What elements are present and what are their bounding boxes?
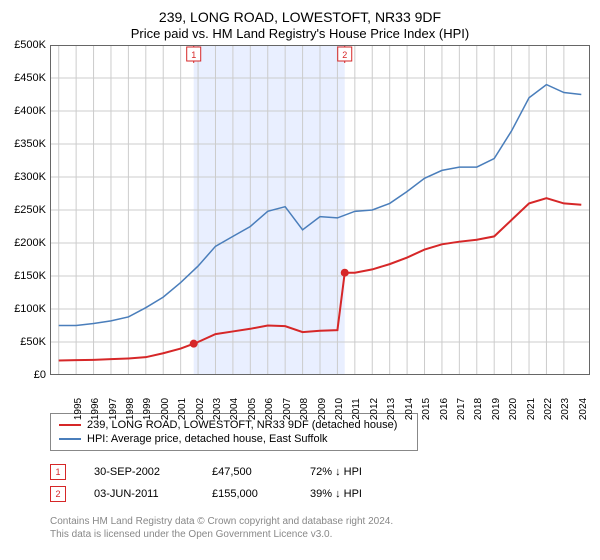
legend-label: 239, LONG ROAD, LOWESTOFT, NR33 9DF (det… [87, 419, 397, 431]
ytick-label: £200K [14, 237, 46, 249]
sale-marker-icon: 2 [50, 486, 66, 502]
ytick-label: £150K [14, 270, 46, 282]
chart-subtitle: Price paid vs. HM Land Registry's House … [0, 26, 600, 45]
legend-label: HPI: Average price, detached house, East… [87, 433, 328, 445]
legend-item: HPI: Average price, detached house, East… [59, 432, 409, 446]
sale-row: 1 30-SEP-2002 £47,500 72% ↓ HPI [50, 461, 600, 483]
xtick-label: 2024 [564, 398, 589, 420]
ytick-label: £400K [14, 105, 46, 117]
sale-marker-icon: 1 [50, 464, 66, 480]
sale-price: £155,000 [212, 488, 282, 500]
line-chart: 12 [50, 45, 590, 375]
sale-hpi: 39% ↓ HPI [310, 488, 390, 500]
ytick-label: £250K [14, 204, 46, 216]
ytick-label: £500K [14, 39, 46, 51]
sale-price: £47,500 [212, 466, 282, 478]
ytick-label: £100K [14, 303, 46, 315]
ytick-label: £350K [14, 138, 46, 150]
svg-text:1: 1 [191, 50, 196, 60]
footer-line-1: Contains HM Land Registry data © Crown c… [50, 515, 600, 528]
sale-row: 2 03-JUN-2011 £155,000 39% ↓ HPI [50, 483, 600, 505]
svg-text:2: 2 [342, 50, 347, 60]
footer-line-2: This data is licensed under the Open Gov… [50, 528, 600, 541]
ytick-label: £50K [20, 336, 46, 348]
sale-date: 30-SEP-2002 [94, 466, 184, 478]
legend-item: 239, LONG ROAD, LOWESTOFT, NR33 9DF (det… [59, 418, 409, 432]
ytick-label: £450K [14, 72, 46, 84]
sales-table: 1 30-SEP-2002 £47,500 72% ↓ HPI 2 03-JUN-2011… [50, 461, 600, 505]
sale-date: 03-JUN-2011 [94, 488, 184, 500]
chart-container: 239, LONG ROAD, LOWESTOFT, NR33 9DF Pric… [0, 0, 600, 560]
footer-attribution: Contains HM Land Registry data © Crown c… [50, 515, 600, 541]
legend-swatch [59, 424, 81, 426]
ytick-label: £0 [34, 369, 46, 381]
chart-title: 239, LONG ROAD, LOWESTOFT, NR33 9DF [0, 0, 600, 26]
sale-hpi: 72% ↓ HPI [310, 466, 390, 478]
chart-plot-area: 12 £0£50K£100K£150K£200K£250K£300K£350K£… [50, 45, 590, 405]
ytick-label: £300K [14, 171, 46, 183]
legend-swatch [59, 438, 81, 440]
